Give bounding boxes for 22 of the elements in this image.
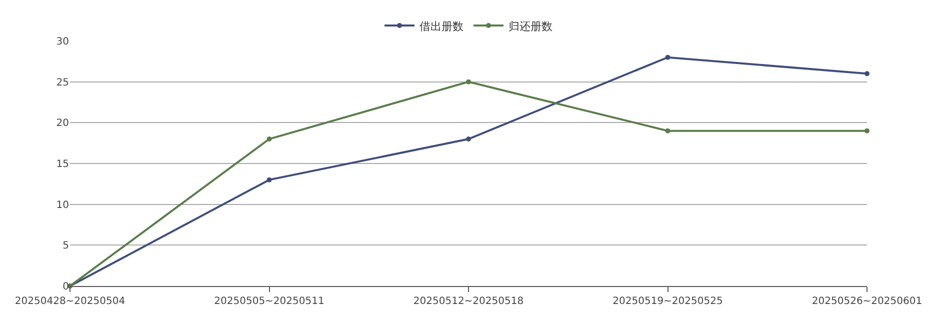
x-tick-label: 20250519~20250525 xyxy=(612,296,723,307)
x-tick-label: 20250526~20250601 xyxy=(812,296,922,307)
point xyxy=(665,128,670,134)
y-tick-label: 30 xyxy=(56,36,69,48)
point xyxy=(466,79,471,84)
legend-label: 归还册数 xyxy=(508,20,552,33)
point xyxy=(266,177,272,182)
y-tick-label: 20 xyxy=(56,118,69,130)
legend-label: 借出册数 xyxy=(420,20,464,33)
x-tick-label: 20250505~20250511 xyxy=(214,296,324,307)
point xyxy=(266,136,272,142)
y-tick-label: 15 xyxy=(56,159,69,170)
point xyxy=(665,54,670,60)
x-tick-label: 20250428~20250504 xyxy=(14,296,126,307)
y-tick-label: 10 xyxy=(56,200,69,211)
point xyxy=(864,128,870,134)
y-tick-label: 5 xyxy=(62,240,69,252)
y-tick-label: 0 xyxy=(62,282,69,292)
y-tick-label: 25 xyxy=(56,77,69,88)
point xyxy=(466,136,471,142)
point xyxy=(864,71,870,76)
x-tick-label: 20250512~20250518 xyxy=(413,296,524,307)
